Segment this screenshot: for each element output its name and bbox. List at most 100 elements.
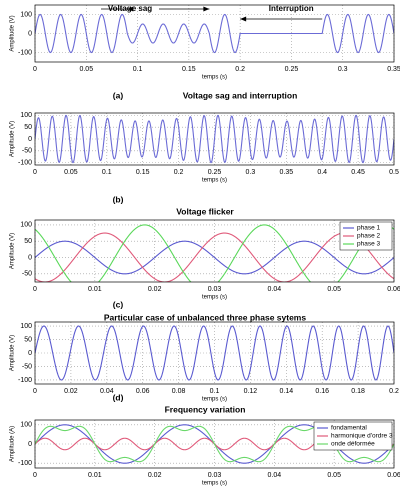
panel: -50 0 50 100 0 0.01 0.02 0.03 0.04 0.05 0.06 Amplit… bbox=[10, 219, 400, 322]
x-tick-label: 0.2 bbox=[389, 388, 399, 395]
x-tick-label: 0.05 bbox=[327, 286, 341, 293]
x-tick-label: 0.25 bbox=[208, 169, 222, 176]
y-tick-label: 100 bbox=[20, 323, 32, 330]
plot-frame bbox=[34, 4, 395, 63]
x-tick-label: 0 bbox=[33, 286, 37, 293]
panel-label: (b) bbox=[113, 194, 124, 204]
x-tick-label: 0.1 bbox=[133, 66, 143, 73]
x-tick-label: 0.01 bbox=[88, 286, 102, 293]
panel-label: (d) bbox=[113, 392, 124, 402]
panel-label: (c) bbox=[113, 299, 124, 309]
x-tick-label: 0.15 bbox=[136, 169, 150, 176]
annotation: Interruption bbox=[269, 4, 314, 13]
x-tick-label: 0.3 bbox=[338, 66, 348, 73]
y-tick-label: -100 bbox=[18, 460, 32, 467]
x-tick-label: 0.1 bbox=[210, 388, 220, 395]
x-tick-label: 0.5 bbox=[389, 169, 399, 176]
legend-label: harmonique d'ordre 3 bbox=[331, 433, 393, 440]
x-tick-label: 0.16 bbox=[315, 388, 329, 395]
x-tick-label: 0 bbox=[33, 472, 37, 479]
x-tick-label: 0.05 bbox=[64, 169, 78, 176]
plot-frame bbox=[34, 219, 395, 283]
panel: -100 -50 0 50 100 0 0.05 0.1 0.15 0.2 0.25 0.3 0.35 0… bbox=[10, 112, 399, 216]
x-tick-label: 0.1 bbox=[102, 169, 112, 176]
x-tick-label: 0.02 bbox=[64, 388, 78, 395]
y-tick-label: 100 bbox=[20, 11, 32, 18]
x-tick-label: 0.06 bbox=[387, 472, 400, 479]
signal-line bbox=[35, 240, 394, 275]
legend-label: phase 1 bbox=[357, 225, 381, 232]
y-tick-label: -100 bbox=[18, 377, 32, 384]
y-tick-label: 0 bbox=[28, 30, 32, 37]
x-tick-label: 0.2 bbox=[174, 169, 184, 176]
x-tick-label: 0.06 bbox=[136, 388, 150, 395]
plot-frame bbox=[34, 419, 395, 469]
x-tick-label: 0.06 bbox=[387, 286, 400, 293]
y-tick-label: -100 bbox=[18, 49, 32, 56]
x-tick-label: 0.18 bbox=[351, 388, 365, 395]
x-tick-label: 0.08 bbox=[172, 388, 186, 395]
y-tick-label: -100 bbox=[18, 159, 32, 166]
x-axis-label: temps (s) bbox=[202, 397, 227, 403]
x-tick-label: 0 bbox=[33, 66, 37, 73]
x-tick-label: 0.01 bbox=[88, 472, 102, 479]
plot-area bbox=[35, 5, 394, 62]
x-axis-label: temps (s) bbox=[202, 75, 227, 81]
y-tick-label: -50 bbox=[22, 271, 32, 278]
panel-caption: Frequency variation bbox=[165, 404, 246, 414]
plot-frame bbox=[34, 321, 395, 385]
x-tick-label: 0.12 bbox=[244, 388, 258, 395]
y-tick-label: -50 bbox=[22, 148, 32, 155]
y-axis-label: Amplitude (A) bbox=[10, 426, 16, 462]
x-tick-label: 0.35 bbox=[279, 169, 293, 176]
y-tick-label: 0 bbox=[28, 136, 32, 143]
arrow-right bbox=[203, 6, 210, 12]
panel-label: (a) bbox=[113, 90, 124, 100]
y-tick-label: 0 bbox=[28, 350, 32, 357]
panel-caption: Voltage flicker bbox=[176, 206, 234, 216]
signal-line bbox=[35, 13, 394, 54]
signal-line bbox=[35, 232, 394, 282]
panel: -100 0 100 0 0.05 0.1 0.15 0.2 0.25 0.3 0.35 Amplit… bbox=[10, 4, 400, 100]
y-tick-label: 100 bbox=[20, 112, 32, 119]
arrow-left bbox=[240, 16, 247, 22]
plot-frame bbox=[34, 112, 395, 166]
x-tick-label: 0.02 bbox=[148, 472, 162, 479]
y-axis-label: Amplitude (V) bbox=[10, 15, 16, 51]
x-axis-label: temps (s) bbox=[202, 295, 227, 301]
x-tick-label: 0.04 bbox=[100, 388, 114, 395]
y-axis-label: Amplitude (V) bbox=[10, 233, 16, 269]
x-axis-label: temps (s) bbox=[202, 481, 227, 487]
legend-label: phase 3 bbox=[357, 241, 381, 248]
x-tick-label: 0.04 bbox=[268, 472, 282, 479]
legend-label: phase 2 bbox=[357, 233, 381, 240]
x-tick-label: 0.45 bbox=[351, 169, 365, 176]
x-tick-label: 0 bbox=[33, 169, 37, 176]
legend-label: onde déformée bbox=[331, 441, 375, 448]
x-tick-label: 0.2 bbox=[235, 66, 245, 73]
y-tick-label: 100 bbox=[20, 222, 32, 229]
panel-caption: Particular case of unbalanced three phas… bbox=[104, 312, 306, 322]
x-tick-label: 0.15 bbox=[182, 66, 196, 73]
x-tick-label: 0.14 bbox=[279, 388, 293, 395]
panel-caption: Voltage sag and interruption bbox=[183, 90, 298, 100]
y-tick-label: 50 bbox=[24, 124, 32, 131]
x-tick-label: 0.3 bbox=[246, 169, 256, 176]
x-tick-label: 0 bbox=[33, 388, 37, 395]
x-tick-label: 0.05 bbox=[327, 472, 341, 479]
y-tick-label: -50 bbox=[22, 363, 32, 370]
x-tick-label: 0.35 bbox=[387, 66, 400, 73]
x-tick-label: 0.03 bbox=[208, 472, 222, 479]
panel: -100 -50 0 50 100 0 0.02 0.04 0.06 0.08 0.1 0.12 0.1… bbox=[10, 321, 399, 414]
x-tick-label: 0.05 bbox=[79, 66, 93, 73]
y-tick-label: 100 bbox=[20, 422, 32, 429]
y-tick-label: 50 bbox=[24, 336, 32, 343]
x-tick-label: 0.03 bbox=[208, 286, 222, 293]
x-axis-label: temps (s) bbox=[202, 178, 227, 184]
y-tick-label: 0 bbox=[28, 254, 32, 261]
y-tick-label: 50 bbox=[24, 238, 32, 245]
y-axis-label: Amplitude (V) bbox=[10, 121, 16, 157]
